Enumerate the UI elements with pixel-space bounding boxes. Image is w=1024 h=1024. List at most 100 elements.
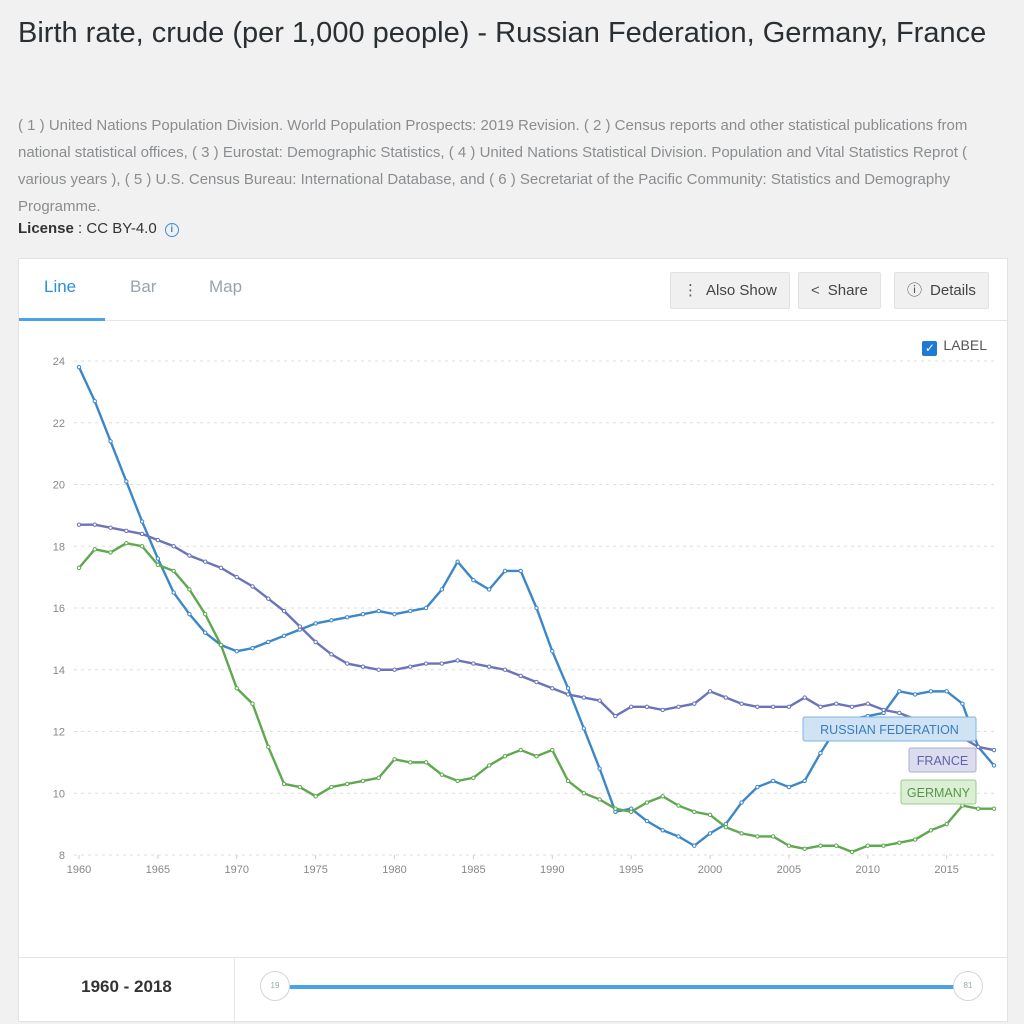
data-point bbox=[108, 550, 113, 555]
data-point bbox=[581, 791, 587, 796]
data-point bbox=[155, 537, 161, 543]
data-point bbox=[124, 528, 129, 534]
data-point bbox=[912, 837, 918, 842]
x-tick-label: 1995 bbox=[619, 864, 643, 876]
data-point bbox=[392, 667, 397, 672]
data-point bbox=[92, 398, 97, 404]
x-tick-label: 2010 bbox=[856, 864, 880, 876]
data-point bbox=[250, 701, 255, 706]
data-point bbox=[329, 784, 334, 790]
data-point bbox=[187, 553, 192, 558]
data-point bbox=[234, 686, 239, 691]
data-point bbox=[439, 772, 445, 777]
slider-track[interactable] bbox=[277, 985, 967, 989]
y-tick-label: 22 bbox=[53, 418, 65, 430]
tab-bar: Line Bar Map ⋮ Also Show < Share ⓘ Details bbox=[19, 259, 1007, 321]
tab-map[interactable]: Map bbox=[209, 277, 243, 296]
data-point bbox=[329, 618, 334, 623]
license-label: License bbox=[18, 220, 74, 237]
data-point bbox=[534, 754, 539, 759]
data-point bbox=[187, 611, 192, 617]
data-point bbox=[534, 679, 539, 685]
data-point bbox=[392, 611, 397, 617]
data-point bbox=[250, 645, 255, 651]
data-point bbox=[739, 831, 744, 836]
data-point bbox=[187, 587, 192, 592]
data-point bbox=[344, 661, 350, 666]
data-point bbox=[739, 800, 744, 805]
data-point bbox=[518, 747, 523, 753]
year-range-label: 1960 - 2018 bbox=[19, 958, 235, 1024]
also-show-button[interactable]: ⋮ Also Show bbox=[670, 272, 790, 309]
data-point bbox=[518, 568, 523, 574]
data-point bbox=[692, 809, 697, 814]
label-toggle-text: LABEL bbox=[943, 337, 987, 353]
data-point bbox=[203, 611, 208, 617]
series-label-badge bbox=[802, 716, 977, 742]
data-point bbox=[471, 775, 476, 781]
data-point bbox=[76, 522, 82, 527]
data-point bbox=[692, 701, 697, 706]
also-show-label: Also Show bbox=[706, 282, 777, 299]
data-point bbox=[455, 778, 460, 784]
y-tick-label: 24 bbox=[53, 356, 65, 368]
tab-line[interactable]: Line bbox=[44, 277, 77, 296]
data-point bbox=[439, 661, 445, 666]
data-point bbox=[960, 701, 965, 706]
share-button[interactable]: < Share bbox=[798, 272, 881, 309]
slider-end-handle[interactable]: 81 bbox=[953, 971, 983, 1001]
data-point bbox=[313, 639, 318, 645]
data-point bbox=[786, 843, 792, 848]
x-tick-label: 2000 bbox=[698, 864, 722, 876]
data-point bbox=[550, 747, 555, 753]
data-point bbox=[660, 828, 665, 833]
data-point bbox=[139, 531, 145, 537]
data-point bbox=[344, 781, 350, 787]
data-point bbox=[550, 649, 555, 654]
data-point bbox=[155, 562, 161, 567]
data-point bbox=[376, 775, 381, 781]
x-tick-label: 1990 bbox=[540, 864, 564, 876]
data-point bbox=[597, 766, 602, 771]
label-toggle[interactable]: ✓ LABEL bbox=[922, 337, 987, 356]
checkbox-checked-icon[interactable]: ✓ bbox=[922, 341, 938, 356]
data-point bbox=[565, 692, 571, 697]
data-point bbox=[770, 778, 776, 784]
data-point bbox=[628, 704, 634, 709]
data-point bbox=[360, 778, 366, 784]
details-button[interactable]: ⓘ Details bbox=[894, 272, 989, 309]
line-chart: 8 10 12 14 16 18 20 22 24 1960 1965 1970 1975 1980 198… bbox=[53, 356, 997, 876]
license-line: License : CC BY-4.0 i bbox=[18, 220, 179, 237]
data-point bbox=[281, 781, 287, 787]
data-point bbox=[676, 803, 681, 808]
data-point bbox=[770, 834, 776, 839]
data-point bbox=[329, 652, 334, 657]
data-point bbox=[171, 590, 176, 595]
data-point bbox=[692, 843, 697, 848]
x-tick-label: 2005 bbox=[777, 864, 801, 876]
data-point bbox=[297, 784, 303, 790]
y-tick-label: 14 bbox=[53, 665, 65, 677]
data-point bbox=[486, 763, 492, 768]
data-point bbox=[581, 695, 587, 700]
data-point bbox=[534, 605, 539, 611]
data-point bbox=[755, 704, 760, 709]
data-point bbox=[281, 608, 287, 614]
data-point bbox=[786, 704, 792, 709]
data-point bbox=[139, 544, 145, 549]
data-point bbox=[865, 843, 870, 848]
data-point bbox=[486, 664, 492, 669]
data-point bbox=[502, 667, 508, 672]
data-point bbox=[818, 704, 823, 709]
info-icon[interactable]: i bbox=[164, 223, 179, 237]
data-point bbox=[707, 812, 713, 818]
data-point bbox=[250, 584, 255, 589]
data-point bbox=[408, 760, 413, 765]
data-point bbox=[92, 547, 97, 552]
slider-start-handle[interactable]: 19 bbox=[260, 971, 290, 1001]
data-point bbox=[108, 525, 113, 530]
y-tick-label: 20 bbox=[53, 480, 65, 492]
tab-bar-chart[interactable]: Bar bbox=[130, 277, 157, 296]
data-point bbox=[344, 615, 350, 620]
data-point bbox=[92, 522, 97, 527]
